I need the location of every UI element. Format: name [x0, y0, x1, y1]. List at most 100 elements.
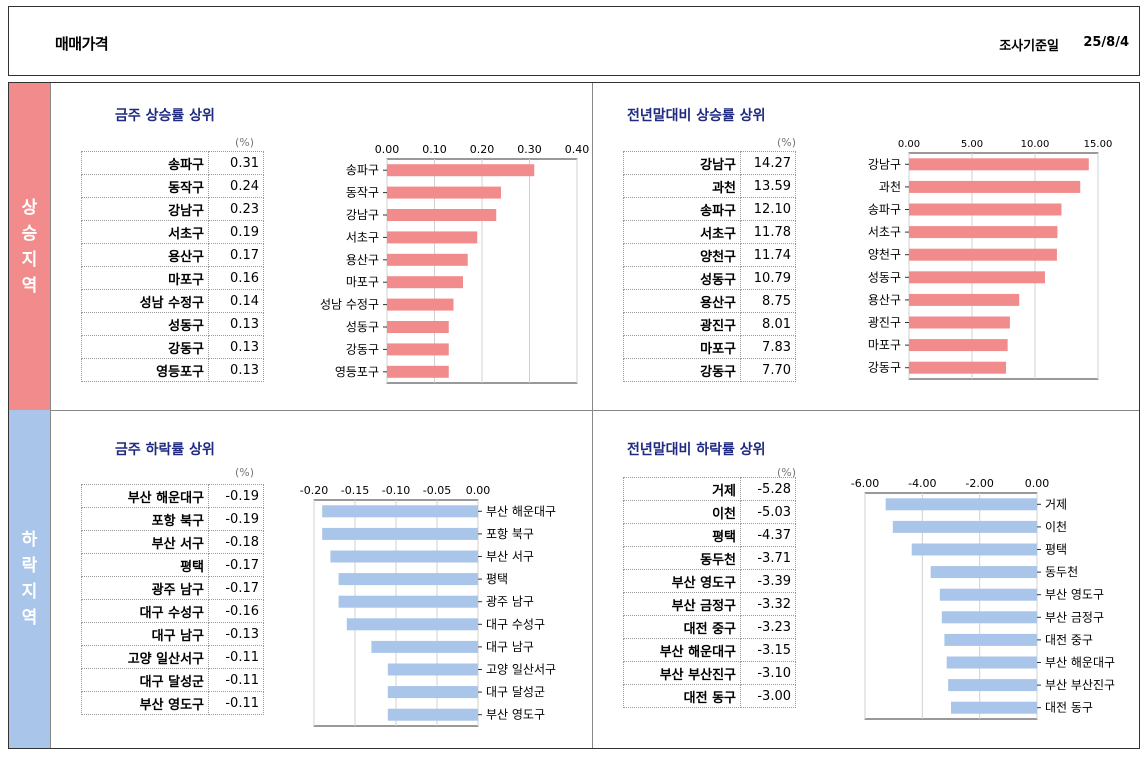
y-tick-label: 강동구	[346, 342, 379, 356]
region-name: 부산 해운대구	[623, 638, 741, 662]
change-rate: 11.74	[740, 243, 796, 267]
bar-chart: 0.00 0.10 0.20 0.30 0.40 송파구동작구강남구서초구용산구마포구성남…	[320, 143, 590, 384]
change-rate: 0.31	[208, 151, 264, 175]
header: 매매가격 조사기준일 25/8/4	[8, 6, 1140, 76]
bar	[944, 633, 1037, 646]
bar	[946, 656, 1037, 669]
bar	[930, 566, 1037, 579]
region-name: 성남 수정구	[81, 289, 209, 313]
y-tick-label: 부산 해운대구	[486, 504, 556, 518]
band-char: 승	[21, 223, 38, 244]
region-name: 대구 수성구	[81, 599, 209, 623]
x-tick-label: 0.00	[375, 143, 400, 156]
table-row: 송파구 12.10	[623, 197, 796, 221]
change-rate: 8.01	[740, 312, 796, 336]
x-tick-label: -4.00	[908, 477, 936, 490]
y-tick-label: 용산구	[346, 253, 379, 267]
table-row: 강남구 0.23	[81, 197, 264, 221]
x-tick-label: 0.30	[517, 143, 542, 156]
bar-chart: 0.00 5.00 10.00 15.00 강남구과천송파구서초구양천구성동구용산구광진…	[868, 139, 1113, 380]
quadrant-title: 금주 상승률 상위	[115, 108, 215, 124]
bar	[909, 361, 1007, 374]
bar	[909, 180, 1081, 193]
ranking-table: 강남구 14.27 과천 13.59 송파구 12.10 서초구 11.78 양천구 11.74 성…	[623, 151, 796, 382]
y-tick-label: 대전 중구	[1045, 633, 1093, 647]
change-rate: -4.37	[740, 523, 796, 547]
table-row: 대전 동구 -3.00	[623, 684, 796, 708]
bar	[909, 203, 1062, 216]
bar	[387, 231, 478, 244]
y-tick-label: 용산구	[868, 293, 901, 307]
band-char: 하	[21, 530, 38, 550]
band-char: 역	[21, 608, 38, 628]
change-rate: -5.28	[740, 477, 796, 501]
y-tick-label: 부산 부산진구	[1045, 678, 1115, 692]
bar	[909, 248, 1057, 261]
table-row: 과천 13.59	[623, 174, 796, 198]
region-name: 양천구	[623, 243, 741, 267]
bar	[948, 679, 1037, 692]
bar	[387, 686, 478, 699]
table-row: 부산 해운대구 -3.15	[623, 638, 796, 662]
y-tick-label: 부산 금정구	[1045, 610, 1104, 624]
region-name: 용산구	[623, 289, 741, 313]
ranking-table: 송파구 0.31 동작구 0.24 강남구 0.23 서초구 0.19 용산구 0.17 마포구 0.…	[81, 151, 264, 382]
y-tick-label: 성동구	[868, 270, 901, 284]
change-rate: -3.00	[740, 684, 796, 708]
band-char: 락	[21, 556, 38, 576]
bar	[909, 226, 1058, 239]
y-tick-label: 마포구	[346, 275, 379, 289]
x-tick-label: 15.00	[1084, 139, 1113, 150]
region-name: 강남구	[623, 151, 741, 175]
y-tick-label: 거제	[1045, 497, 1067, 511]
table-row: 성동구 0.13	[81, 312, 264, 336]
table-row: 송파구 0.31	[81, 151, 264, 175]
table-row: 양천구 11.74	[623, 243, 796, 267]
x-tick-label: 10.00	[1021, 139, 1050, 150]
y-tick-label: 부산 영도구	[1045, 588, 1104, 602]
y-tick-label: 평택	[1045, 543, 1067, 557]
change-rate: -5.03	[740, 500, 796, 524]
y-tick-label: 강동구	[868, 361, 901, 375]
bar	[387, 209, 497, 221]
region-name: 부산 영도구	[81, 691, 209, 715]
x-tick-label: 0.00	[1025, 477, 1050, 490]
region-name: 송파구	[623, 197, 741, 221]
change-rate: -0.19	[208, 484, 264, 508]
table-row: 대구 달성군 -0.11	[81, 668, 264, 692]
region-name: 대전 동구	[623, 684, 741, 708]
bar	[387, 186, 501, 199]
table-row: 포항 북구 -0.19	[81, 507, 264, 531]
bar	[892, 520, 1037, 533]
table-row: 서초구 0.19	[81, 220, 264, 244]
divider	[50, 410, 1139, 411]
band-char: 상	[21, 197, 38, 218]
change-rate: 7.83	[740, 335, 796, 359]
x-tick-label: -0.15	[341, 484, 369, 497]
region-name: 마포구	[81, 266, 209, 290]
y-tick-label: 광주 남구	[486, 595, 534, 609]
table-row: 부산 영도구 -0.11	[81, 691, 264, 715]
x-tick-label: 0.40	[565, 143, 590, 156]
region-name: 광주 남구	[81, 576, 209, 600]
bar	[387, 164, 535, 177]
y-tick-label: 강남구	[346, 208, 379, 222]
change-rate: 0.19	[208, 220, 264, 244]
bar	[939, 588, 1037, 601]
table-row: 평택 -0.17	[81, 553, 264, 577]
y-tick-label: 성동구	[346, 320, 379, 334]
x-tick-label: 5.00	[961, 139, 983, 150]
table-row: 고양 일산서구 -0.11	[81, 645, 264, 669]
bar	[387, 663, 478, 676]
region-name: 대구 남구	[81, 622, 209, 646]
bar	[330, 550, 478, 563]
y-tick-label: 서초구	[868, 225, 901, 239]
table-row: 거제 -5.28	[623, 477, 796, 501]
y-tick-label: 동두천	[1045, 564, 1078, 579]
region-name: 강동구	[81, 335, 209, 359]
change-rate: 12.10	[740, 197, 796, 221]
y-tick-label: 이천	[1045, 519, 1067, 534]
